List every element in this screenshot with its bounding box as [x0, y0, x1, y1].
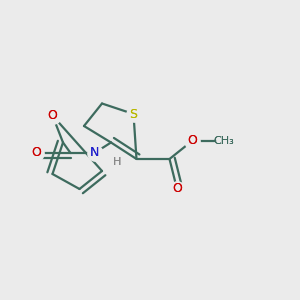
Text: O: O	[31, 146, 41, 160]
Text: O: O	[48, 109, 57, 122]
Text: S: S	[130, 107, 137, 121]
Text: H: H	[113, 157, 121, 167]
Text: O: O	[187, 134, 197, 148]
Text: O: O	[172, 182, 182, 196]
Text: O: O	[187, 134, 197, 148]
Text: S: S	[130, 107, 137, 121]
Text: O: O	[172, 182, 182, 196]
Text: N: N	[90, 146, 99, 160]
Text: CH₃: CH₃	[213, 136, 234, 146]
Text: N: N	[90, 146, 99, 160]
Text: H: H	[113, 157, 121, 167]
Text: CH₃: CH₃	[213, 136, 234, 146]
Text: O: O	[31, 146, 41, 160]
Text: O: O	[48, 109, 57, 122]
